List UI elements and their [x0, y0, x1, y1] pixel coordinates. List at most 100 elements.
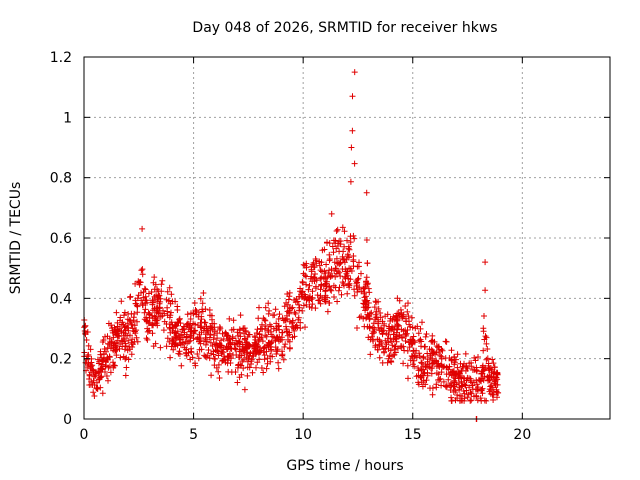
data-point — [164, 335, 171, 342]
data-point — [195, 355, 202, 362]
data-point — [144, 328, 151, 335]
data-point — [418, 367, 425, 374]
data-point — [128, 351, 135, 358]
data-point — [340, 248, 347, 255]
data-point — [209, 316, 215, 323]
data-point — [337, 273, 344, 280]
data-point — [131, 310, 138, 317]
data-point — [351, 292, 358, 299]
data-point — [370, 320, 377, 327]
data-point — [482, 287, 489, 294]
data-point — [328, 210, 335, 217]
data-point — [442, 383, 449, 390]
data-point — [297, 325, 304, 332]
data-point — [376, 327, 383, 334]
data-point — [211, 341, 218, 348]
data-point — [347, 239, 354, 246]
data-point — [166, 338, 173, 345]
data-point — [351, 69, 358, 76]
data-point — [98, 365, 105, 371]
data-point — [276, 311, 283, 318]
data-point — [284, 332, 291, 339]
data-point — [178, 362, 185, 369]
data-point — [390, 313, 397, 320]
data-point — [433, 370, 440, 376]
data-point — [177, 320, 184, 327]
data-point — [204, 352, 211, 359]
data-point — [252, 348, 259, 355]
data-point — [297, 285, 304, 292]
data-point — [494, 394, 500, 401]
data-point — [129, 325, 136, 332]
data-point — [364, 311, 371, 318]
data-point — [490, 391, 497, 398]
data-point — [154, 305, 161, 311]
data-point — [344, 237, 350, 244]
data-point — [387, 358, 394, 364]
data-point — [358, 270, 364, 277]
data-point — [174, 307, 181, 313]
data-point — [184, 340, 191, 347]
data-point — [402, 327, 409, 334]
data-point — [464, 394, 471, 401]
data-point — [112, 342, 119, 349]
data-point — [160, 327, 167, 334]
data-point — [394, 295, 401, 302]
data-point — [118, 298, 125, 305]
data-point — [279, 315, 286, 322]
data-point — [473, 386, 479, 393]
data-point — [337, 241, 344, 248]
data-point — [272, 344, 279, 351]
x-tick-label: 5 — [189, 427, 198, 443]
data-point — [163, 321, 170, 327]
data-point — [183, 352, 190, 359]
data-point — [308, 296, 315, 303]
data-point — [243, 329, 249, 335]
data-point — [367, 351, 374, 358]
data-point — [350, 232, 357, 239]
data-point — [187, 337, 194, 344]
data-point — [145, 290, 152, 297]
data-point — [132, 330, 139, 337]
data-point — [480, 347, 487, 354]
data-point — [420, 354, 427, 361]
data-point — [275, 365, 282, 372]
data-point — [261, 352, 268, 359]
data-point — [132, 300, 139, 307]
data-point — [487, 383, 494, 390]
data-point — [312, 305, 319, 312]
data-point — [491, 378, 498, 385]
data-point — [129, 321, 136, 328]
data-point — [185, 326, 192, 333]
data-point — [256, 304, 262, 311]
data-point — [466, 384, 473, 391]
data-point — [263, 333, 270, 340]
data-point — [376, 341, 383, 348]
data-point — [303, 264, 310, 271]
data-point — [415, 330, 422, 337]
data-point — [457, 360, 464, 367]
data-point — [317, 275, 324, 282]
data-point — [420, 363, 427, 370]
data-point — [375, 324, 382, 331]
data-point — [483, 356, 490, 363]
data-point — [419, 383, 426, 390]
data-point — [215, 352, 222, 359]
data-point — [356, 284, 363, 291]
data-point — [300, 302, 307, 309]
data-point — [108, 322, 115, 329]
data-point — [140, 289, 147, 296]
data-point — [183, 334, 190, 341]
data-point — [105, 377, 111, 384]
data-point — [174, 319, 181, 325]
data-point — [121, 312, 127, 319]
data-point — [404, 308, 411, 315]
data-point — [374, 346, 381, 353]
data-point — [313, 277, 320, 284]
data-point — [454, 351, 461, 358]
data-point — [448, 394, 455, 401]
data-point — [389, 316, 396, 323]
data-point — [467, 375, 474, 382]
data-point — [127, 294, 133, 301]
data-point — [435, 377, 441, 383]
